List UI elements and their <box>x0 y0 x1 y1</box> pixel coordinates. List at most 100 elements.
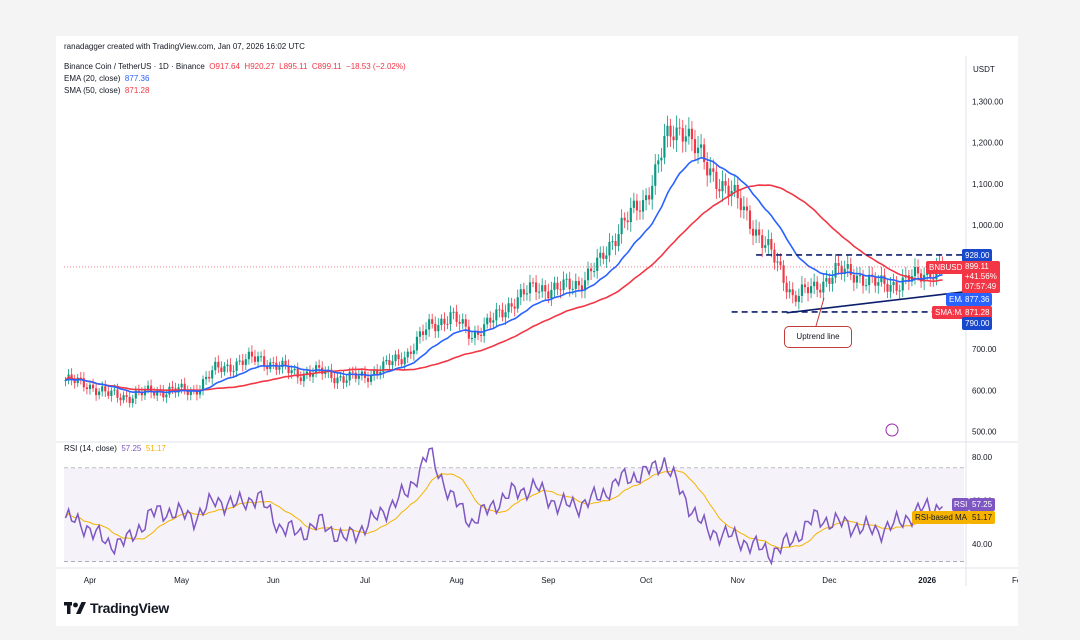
candle-body <box>758 229 761 236</box>
candle-body <box>797 295 800 302</box>
candle-body <box>865 285 868 287</box>
price-tick-label: 500.00 <box>972 428 997 437</box>
rsi-legend-value: 57.25 <box>121 444 142 453</box>
candle-body <box>223 366 226 372</box>
candle-body <box>651 185 654 200</box>
candle-body <box>489 317 492 323</box>
candle-body <box>831 277 834 284</box>
ema-legend-label: EMA (20, close) <box>64 74 121 83</box>
chart-canvas[interactable]: 500.00 600.00 700.00 1,000.00 1,100.00 1,200.… <box>56 36 1018 626</box>
candle-body <box>675 127 678 141</box>
candle-body <box>195 390 198 395</box>
candle-body <box>293 368 296 371</box>
rsi-line <box>64 447 944 566</box>
candle-body <box>528 282 532 294</box>
candle-body <box>348 371 351 381</box>
rsi-value-tag: 57.25 <box>969 498 996 511</box>
candle-body <box>739 198 742 211</box>
candle-body <box>284 360 287 366</box>
candle-body <box>91 384 95 389</box>
candle-body <box>657 160 660 165</box>
candle-body <box>434 323 437 332</box>
rsi-tick-label: 40.00 <box>972 540 993 549</box>
candle-body <box>562 279 565 291</box>
candle-body <box>550 289 553 299</box>
candle-body <box>220 367 223 372</box>
candle-body <box>813 281 816 287</box>
candle-body <box>131 398 134 404</box>
candle-body <box>825 278 828 282</box>
candle-body <box>217 361 220 368</box>
candle-body <box>470 338 473 340</box>
candle-body <box>709 168 712 176</box>
candle-body <box>299 377 302 382</box>
candle-body <box>333 378 336 384</box>
candle-body <box>415 336 418 351</box>
candle-body <box>82 378 85 388</box>
sma-legend[interactable]: SMA (50, close) 871.28 <box>64 86 149 95</box>
candle-body <box>516 297 519 309</box>
candle-body <box>296 368 299 378</box>
candle-body <box>476 330 480 335</box>
candle-body <box>654 164 657 186</box>
candle-body <box>721 181 724 192</box>
candle-body <box>614 241 617 247</box>
candle-body <box>162 390 165 398</box>
candle-body <box>128 396 131 404</box>
candle-body <box>806 287 810 294</box>
time-tick-label: Dec <box>822 576 836 585</box>
candle-body <box>455 311 458 322</box>
tradingview-logo[interactable]: TradingView <box>64 600 169 616</box>
candle-body <box>345 380 348 383</box>
ohlc-high: H920.27 <box>244 62 275 71</box>
price-tag-change: +41.56% <box>965 272 997 281</box>
currency-label[interactable]: USDT <box>973 65 995 74</box>
candle-body <box>632 200 635 208</box>
price-tick-label: 700.00 <box>972 345 997 354</box>
candle-body <box>880 275 883 283</box>
candle-body <box>788 289 791 293</box>
candle-body <box>663 135 666 158</box>
candle-body <box>727 185 730 197</box>
candle-body <box>892 282 895 286</box>
candle-body <box>837 263 840 266</box>
candle-body <box>315 365 318 374</box>
candle-body <box>525 293 528 295</box>
candle-body <box>449 312 452 325</box>
candle-body <box>260 356 263 358</box>
rsi-legend[interactable]: RSI (14, close) 57.25 51.17 <box>64 444 166 453</box>
uptrend-callout[interactable]: Uptrend line <box>784 326 852 348</box>
candle-body <box>467 326 470 339</box>
candle-body <box>311 373 315 377</box>
ema20-line <box>65 156 943 394</box>
candle-body <box>238 360 241 362</box>
candle-body <box>617 234 620 247</box>
ema-legend[interactable]: EMA (20, close) 877.36 <box>64 74 149 83</box>
candle-body <box>101 386 104 392</box>
candle-body <box>580 285 583 291</box>
candle-body <box>336 377 339 384</box>
candle-body <box>742 206 745 211</box>
candle-body <box>385 359 388 362</box>
candle-body <box>443 318 446 324</box>
candle-body <box>547 291 550 299</box>
uptrend-line <box>786 289 977 314</box>
candle-body <box>641 200 645 212</box>
candle-body <box>672 136 675 141</box>
candle-body <box>715 171 718 189</box>
sma50-line <box>64 184 943 392</box>
candle-body <box>428 319 431 330</box>
candle-body <box>553 282 556 290</box>
candle-body <box>596 257 599 272</box>
candle-body <box>211 370 214 379</box>
candle-body <box>666 125 669 136</box>
candle-body <box>535 282 538 293</box>
candle-body <box>201 379 205 391</box>
candle-body <box>226 364 229 367</box>
candle-body <box>452 311 455 313</box>
candle-body <box>767 239 770 246</box>
candle-body <box>119 397 122 401</box>
candle-body <box>883 275 886 284</box>
price-tag: 899.11 +41.56% 07:57:49 <box>962 261 1000 293</box>
sma-legend-label: SMA (50, close) <box>64 86 121 95</box>
